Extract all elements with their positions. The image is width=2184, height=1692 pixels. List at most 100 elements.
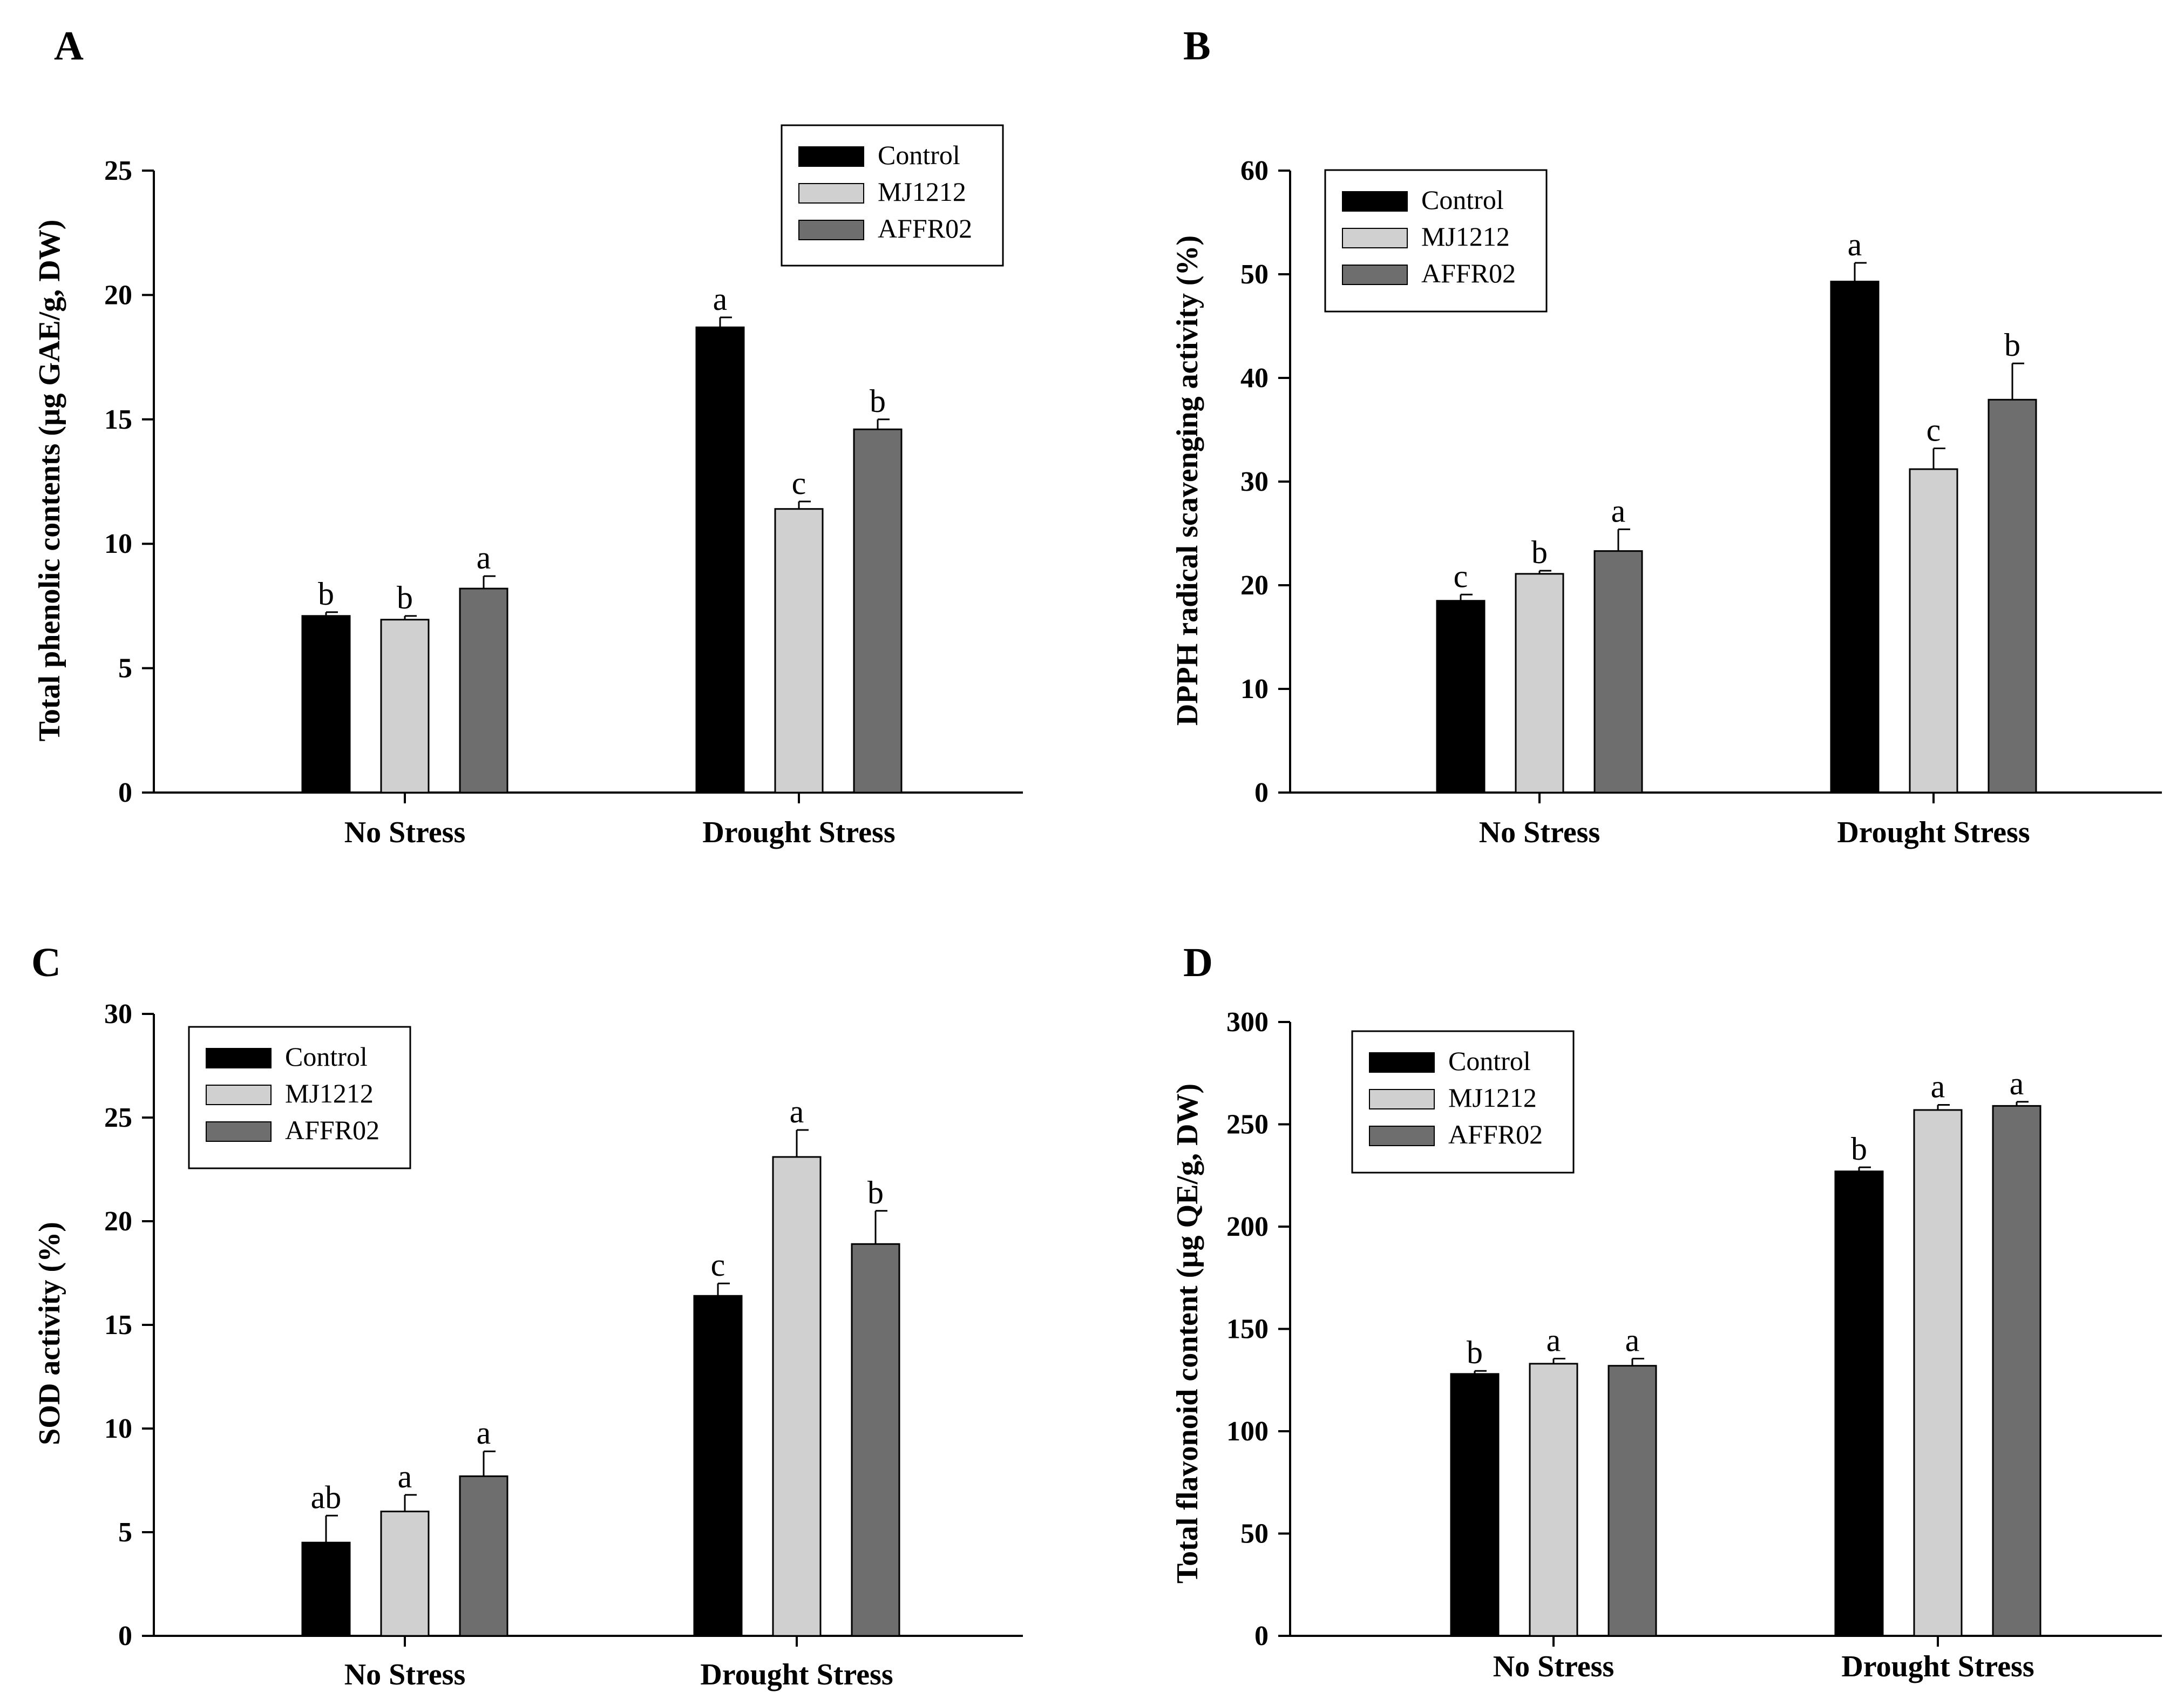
y-tick-label: 0: [118, 1621, 132, 1652]
significance-letter: b: [318, 576, 334, 612]
bar-affr02: [1988, 398, 2037, 794]
significance-letter: a: [1547, 1322, 1561, 1358]
y-tick-label: 60: [1240, 155, 1269, 186]
y-tick-label: 10: [104, 529, 132, 559]
significance-letter: a: [1611, 493, 1626, 529]
significance-letter: a: [1625, 1322, 1640, 1358]
x-category-label: No Stress: [1479, 816, 1600, 849]
panel-letter: C: [31, 940, 61, 985]
significance-letter: a: [477, 1415, 491, 1451]
y-tick-label: 30: [1240, 466, 1269, 497]
y-tick-label: 200: [1226, 1212, 1269, 1242]
panel-letter: B: [1183, 23, 1211, 69]
legend-swatch-mj1212: [1369, 1089, 1435, 1109]
bar-mj1212: [1909, 468, 1958, 794]
y-axis-label: Total phenolic contents (µg GAE/g, DW): [33, 220, 66, 742]
legend-swatch-control: [1369, 1052, 1435, 1073]
bar-mj1212: [774, 508, 824, 794]
y-tick-label: 25: [104, 1102, 132, 1133]
x-category-label: Drought Stress: [702, 816, 895, 849]
legend-label: AFFR02: [285, 1115, 379, 1145]
legend: Control MJ1212 AFFR02: [188, 1026, 411, 1169]
bar-control: [1436, 600, 1486, 794]
bar-mj1212: [1913, 1109, 1963, 1637]
legend-label: Control: [878, 140, 960, 170]
legend-swatch-mj1212: [206, 1085, 272, 1105]
bar-affr02: [851, 1243, 900, 1637]
significance-letter: a: [1931, 1068, 1945, 1104]
y-tick-label: 300: [1226, 1007, 1269, 1038]
x-category-label: No Stress: [344, 1658, 466, 1691]
bar-control: [301, 615, 351, 794]
bar-affr02: [1593, 550, 1643, 794]
significance-letter: b: [867, 1175, 884, 1210]
bar-mj1212: [772, 1156, 822, 1637]
significance-letter: b: [870, 383, 886, 419]
significance-letter: c: [1927, 412, 1941, 448]
significance-letter: b: [1467, 1335, 1483, 1370]
significance-letter: a: [2010, 1066, 2024, 1101]
y-tick-label: 25: [104, 155, 132, 186]
bar-mj1212: [1529, 1363, 1578, 1637]
legend-swatch-control: [206, 1048, 272, 1068]
legend-swatch-mj1212: [798, 183, 864, 204]
y-tick-label: 20: [104, 280, 132, 310]
legend-swatch-affr02: [1342, 265, 1408, 285]
significance-letter: c: [711, 1247, 725, 1283]
panel-letter: D: [1183, 940, 1213, 985]
bar-control: [301, 1541, 351, 1637]
legend-label: Control: [285, 1041, 368, 1072]
panel-a: A 0 5 10 15 20 25 Total phenolic contents (µg G…: [33, 23, 1023, 849]
legend-swatch-control: [1342, 191, 1408, 212]
legend-label: AFFR02: [878, 213, 972, 243]
bar-control: [693, 1295, 743, 1637]
y-tick-label: 50: [1240, 259, 1269, 290]
y-tick-label: 5: [118, 1517, 132, 1548]
bar-control: [695, 326, 745, 794]
significance-letter: a: [790, 1094, 804, 1129]
y-axis-label: SOD activity (%): [33, 1222, 66, 1445]
y-tick-label: 100: [1226, 1416, 1269, 1447]
legend-label: Control: [1421, 185, 1504, 215]
bar-affr02: [1992, 1105, 2041, 1637]
y-tick-label: 15: [104, 1310, 132, 1341]
bar-mj1212: [1515, 573, 1564, 794]
legend-label: Control: [1448, 1046, 1531, 1076]
y-tick-label: 15: [104, 404, 132, 435]
bar-control: [1830, 280, 1880, 794]
bar-affr02: [459, 587, 508, 794]
legend-label: MJ1212: [1448, 1082, 1537, 1113]
legend-swatch-mj1212: [1342, 228, 1408, 248]
legend: Control MJ1212 AFFR02: [781, 124, 1004, 267]
significance-letter: b: [1851, 1131, 1867, 1167]
legend-label: AFFR02: [1448, 1119, 1543, 1149]
y-axis-label: Total flavonoid content (µg QE/g, DW): [1171, 1084, 1204, 1583]
legend-swatch-affr02: [1369, 1126, 1435, 1146]
y-tick-label: 250: [1226, 1109, 1269, 1140]
significance-letter: a: [1848, 227, 1862, 262]
y-tick-label: 0: [1254, 777, 1269, 808]
bar-affr02: [853, 428, 903, 794]
legend: Control MJ1212 AFFR02: [1324, 169, 1548, 313]
legend-swatch-affr02: [798, 220, 864, 240]
panel-d: D 0 50 100 150 200 250 300 Total flavonoid conte…: [1171, 940, 2162, 1683]
legend-swatch-control: [798, 146, 864, 167]
y-axis-label: DPPH radical scavenging activity (%): [1171, 235, 1204, 726]
y-tick-label: 10: [104, 1413, 132, 1444]
legend-label: AFFR02: [1421, 258, 1516, 288]
panel-b: B 0 10 20 30 40 50 60 DPPH radical scavenging ac…: [1171, 23, 2162, 849]
x-category-label: Drought Stress: [1837, 816, 2030, 849]
x-category-label: No Stress: [1493, 1650, 1615, 1683]
significance-letter: a: [713, 281, 728, 317]
x-category-label: Drought Stress: [700, 1658, 893, 1691]
bar-affr02: [1608, 1365, 1657, 1637]
y-tick-label: 50: [1240, 1519, 1269, 1549]
legend: Control MJ1212 AFFR02: [1351, 1030, 1575, 1174]
y-tick-label: 30: [104, 999, 132, 1030]
significance-letter: c: [792, 465, 806, 501]
panel-letter: A: [54, 23, 84, 69]
significance-letter: b: [397, 580, 413, 615]
y-tick-label: 20: [1240, 570, 1269, 601]
